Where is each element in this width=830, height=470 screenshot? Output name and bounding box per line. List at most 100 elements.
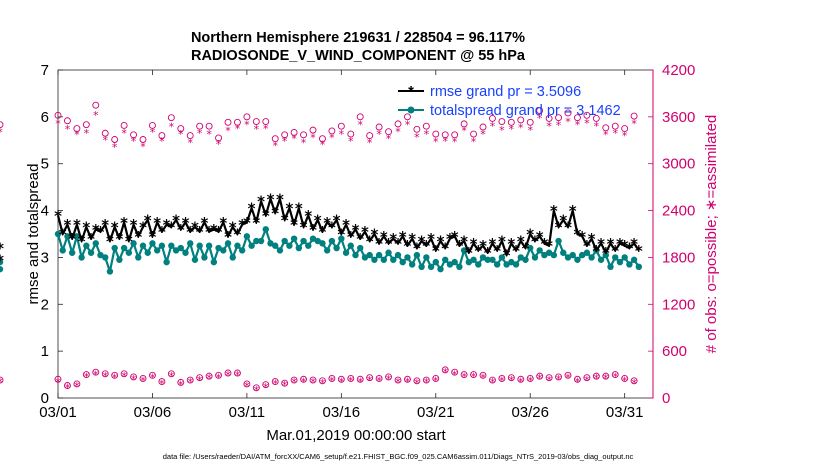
obs-possible-lower-marker bbox=[555, 373, 563, 381]
obs-possible-upper-marker bbox=[347, 130, 355, 138]
obs-possible-lower-marker bbox=[347, 375, 355, 382]
obs-possible-upper-marker bbox=[177, 125, 185, 133]
obs-assimilated-upper-marker: * bbox=[254, 123, 260, 136]
rmse-point: * bbox=[59, 226, 67, 244]
rmse-point: * bbox=[583, 237, 591, 255]
rmse-point: * bbox=[267, 190, 275, 208]
totalspread-point bbox=[0, 265, 4, 273]
rmse-point: * bbox=[101, 216, 109, 234]
rmse-point: * bbox=[422, 237, 430, 255]
rmse-point: * bbox=[592, 242, 600, 260]
totalspread-point bbox=[451, 258, 458, 266]
rmse-point: * bbox=[404, 237, 412, 255]
totalspread-point bbox=[578, 251, 586, 259]
rmse-point: * bbox=[229, 218, 237, 236]
obs-possible-lower-marker bbox=[111, 371, 119, 379]
totalspread-point bbox=[503, 261, 510, 268]
obs-possible-upper-marker bbox=[479, 123, 487, 131]
totalspread-point bbox=[201, 254, 208, 261]
rmse-point: * bbox=[418, 233, 426, 251]
totalspread-point bbox=[333, 244, 340, 252]
totalspread-point bbox=[475, 261, 482, 268]
rmse-point: * bbox=[607, 235, 615, 253]
totalspread-point bbox=[144, 249, 151, 256]
obs-possible-upper-marker bbox=[92, 101, 100, 109]
data-file-footnote: data file: /Users/raeder/DAI/ATM_forcXX/… bbox=[163, 452, 634, 461]
obs-assimilated-lower-marker: * bbox=[187, 376, 193, 389]
rmse-point: * bbox=[125, 233, 133, 251]
obs-count-markers: * * * * * * * * * * * * * * * * * * * * * * * * * * * * * * * * * * * * * * * *… bbox=[0, 101, 638, 397]
y-tick-label: 0 bbox=[41, 390, 49, 407]
obs-possible-upper-marker bbox=[385, 128, 393, 136]
totalspread-point bbox=[295, 244, 303, 252]
totalspread-point bbox=[158, 242, 166, 249]
obs-possible-upper-marker bbox=[366, 132, 374, 140]
rmse-point: * bbox=[163, 216, 171, 234]
x-axis: 03/01 03/06 03/11 03/16 03/21 03/26 03/31 bbox=[39, 70, 643, 421]
rmse-point: * bbox=[153, 214, 161, 232]
totalspread-point bbox=[498, 254, 506, 261]
obs-assimilated-lower-marker: * bbox=[121, 370, 127, 383]
obs-assimilated-upper-marker: * bbox=[518, 122, 524, 135]
obs-assimilated-lower-marker: * bbox=[74, 380, 80, 393]
totalspread-point bbox=[234, 242, 241, 249]
obs-possible-lower-marker bbox=[252, 384, 260, 392]
totalspread-point bbox=[64, 233, 71, 240]
obs-possible-upper-marker bbox=[545, 114, 553, 122]
obs-possible-lower-marker bbox=[243, 380, 251, 388]
rmse-point: * bbox=[597, 235, 605, 253]
rmse-point: * bbox=[427, 230, 435, 248]
rmse-point: * bbox=[625, 240, 633, 258]
y-axis-left: 0 1 2 3 4 5 6 7 bbox=[41, 62, 63, 407]
obs-assimilated-upper-marker: * bbox=[0, 126, 3, 139]
obs-possible-upper-marker bbox=[621, 125, 629, 133]
obs-possible-lower-marker bbox=[82, 371, 90, 379]
rmse-point: * bbox=[389, 230, 397, 248]
totalspread-point bbox=[630, 256, 638, 263]
totalspread-point bbox=[564, 254, 572, 261]
obs-possible-lower-marker bbox=[148, 371, 156, 379]
rmse-point: * bbox=[630, 235, 638, 253]
rmse-point: * bbox=[281, 211, 289, 229]
totalspread-point bbox=[626, 261, 633, 268]
totalspread-point bbox=[484, 256, 491, 263]
totalspread-point bbox=[531, 254, 539, 261]
totalspread-point bbox=[602, 251, 609, 259]
totalspread-point bbox=[187, 240, 194, 247]
obs-possible-lower-marker bbox=[564, 371, 572, 379]
y-tick-label-right: 4200 bbox=[662, 62, 695, 79]
obs-assimilated-lower-marker: * bbox=[575, 375, 581, 388]
obs-assimilated-upper-marker: * bbox=[310, 132, 316, 145]
obs-assimilated-lower-marker: * bbox=[556, 373, 562, 386]
obs-assimilated-upper-marker: * bbox=[235, 122, 241, 135]
obs-possible-upper-marker bbox=[507, 118, 515, 126]
totalspread-point bbox=[390, 256, 397, 263]
rmse-point: * bbox=[252, 214, 260, 232]
totalspread-point bbox=[59, 247, 66, 254]
obs-assimilated-lower-marker: * bbox=[424, 376, 430, 389]
rmse-point: * bbox=[498, 233, 506, 251]
obs-assimilated-lower-marker: * bbox=[433, 375, 439, 388]
totalspread-point bbox=[257, 237, 265, 245]
y-tick-label: 6 bbox=[41, 109, 49, 126]
obs-assimilated-lower-marker: * bbox=[565, 371, 571, 384]
obs-assimilated-upper-marker: * bbox=[131, 135, 137, 148]
rmse-point: * bbox=[441, 240, 449, 258]
obs-assimilated-upper-marker: * bbox=[244, 118, 250, 131]
obs-possible-upper-marker bbox=[592, 114, 600, 122]
obs-assimilated-upper-marker: * bbox=[537, 112, 543, 125]
rmse-point: * bbox=[120, 214, 128, 232]
obs-possible-upper-marker bbox=[583, 111, 591, 119]
totalspread-point bbox=[196, 242, 203, 249]
rmse-point: * bbox=[361, 223, 369, 241]
obs-assimilated-lower-marker: * bbox=[499, 375, 505, 388]
y-axis-right: 0 600 1200 1800 2400 3000 3600 4200 bbox=[648, 62, 695, 407]
totalspread-point bbox=[357, 244, 364, 252]
obs-assimilated-upper-marker: * bbox=[357, 118, 363, 131]
rmse-point: * bbox=[92, 221, 100, 239]
obs-possible-lower-marker bbox=[460, 371, 468, 379]
totalspread-point bbox=[432, 258, 439, 266]
totalspread-point bbox=[555, 237, 562, 245]
rmse-point: * bbox=[295, 200, 303, 218]
